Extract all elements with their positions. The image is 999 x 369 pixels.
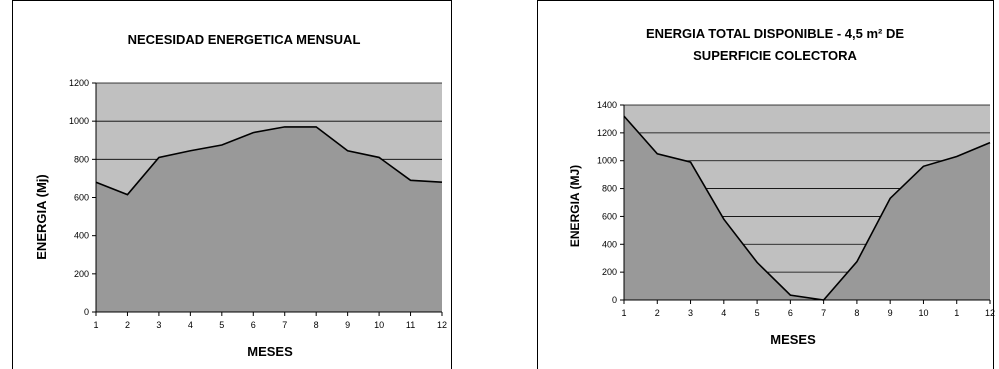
x-tick-label: 2 xyxy=(655,308,660,318)
series-line xyxy=(623,115,991,301)
y-tick-label: 200 xyxy=(602,267,617,277)
y-axis-label: ENERGIA (MJ) xyxy=(568,165,582,247)
x-tick-label: 6 xyxy=(251,320,256,330)
y-tick-label: 200 xyxy=(74,269,89,279)
x-tick-label: 9 xyxy=(888,308,893,318)
x-axis-label: MESES xyxy=(247,344,293,359)
x-tick-label: 11 xyxy=(406,320,415,330)
chart-title-line-2: SUPERFICIE COLECTORA xyxy=(693,48,857,63)
available-energy-chart: ENERGIA TOTAL DISPONIBLE - 4,5 m² DE SUP… xyxy=(537,0,995,369)
y-tick-label: 1000 xyxy=(69,116,89,126)
x-axis-label: MESES xyxy=(770,332,816,347)
x-tick-label: 7 xyxy=(282,320,287,330)
chart-title-line-1: ENERGIA TOTAL DISPONIBLE - 4,5 m² DE xyxy=(646,26,904,41)
y-axis-label: ENERGIA (Mj) xyxy=(34,174,49,259)
x-tick-label: 12 xyxy=(985,308,995,318)
energy-demand-chart: NECESIDAD ENERGETICA MENSUAL 0 200 400 600 8… xyxy=(12,0,452,369)
y-tick-label: 0 xyxy=(84,307,89,317)
x-tick-label: 8 xyxy=(854,308,859,318)
y-tick-label: 0 xyxy=(612,295,617,305)
x-tick-label: 12 xyxy=(437,320,447,330)
x-tick-label: 10 xyxy=(374,320,384,330)
x-tick-label: 10 xyxy=(918,308,928,318)
x-tick-label: 5 xyxy=(219,320,224,330)
y-tick-label: 1200 xyxy=(69,78,89,88)
chart-title: NECESIDAD ENERGETICA MENSUAL xyxy=(128,32,361,47)
x-tick-label: 2 xyxy=(125,320,130,330)
x-tick-label: 3 xyxy=(688,308,693,318)
y-tick-label: 1400 xyxy=(597,100,617,110)
y-tick-label: 400 xyxy=(602,239,617,249)
x-tick-label: 6 xyxy=(788,308,793,318)
x-tick-label: 4 xyxy=(188,320,193,330)
y-tick-label: 600 xyxy=(602,211,617,221)
y-tick-label: 600 xyxy=(74,193,89,203)
x-tick-label: 3 xyxy=(156,320,161,330)
x-tick-label: 4 xyxy=(721,308,726,318)
x-tick-label: 5 xyxy=(755,308,760,318)
series-area xyxy=(96,126,442,313)
x-tick-label: 7 xyxy=(821,308,826,318)
series-area xyxy=(624,116,990,301)
y-tick-label: 800 xyxy=(74,154,89,164)
x-tick-label: 9 xyxy=(345,320,350,330)
series-line xyxy=(95,126,443,196)
x-tick-label: 8 xyxy=(314,320,319,330)
y-tick-label: 1200 xyxy=(597,128,617,138)
x-tick-label: 1 xyxy=(954,308,959,318)
y-tick-label: 800 xyxy=(602,184,617,194)
y-tick-label: 1000 xyxy=(597,156,617,166)
x-tick-label: 1 xyxy=(93,320,98,330)
x-tick-label: 1 xyxy=(621,308,626,318)
y-tick-label: 400 xyxy=(74,231,89,241)
